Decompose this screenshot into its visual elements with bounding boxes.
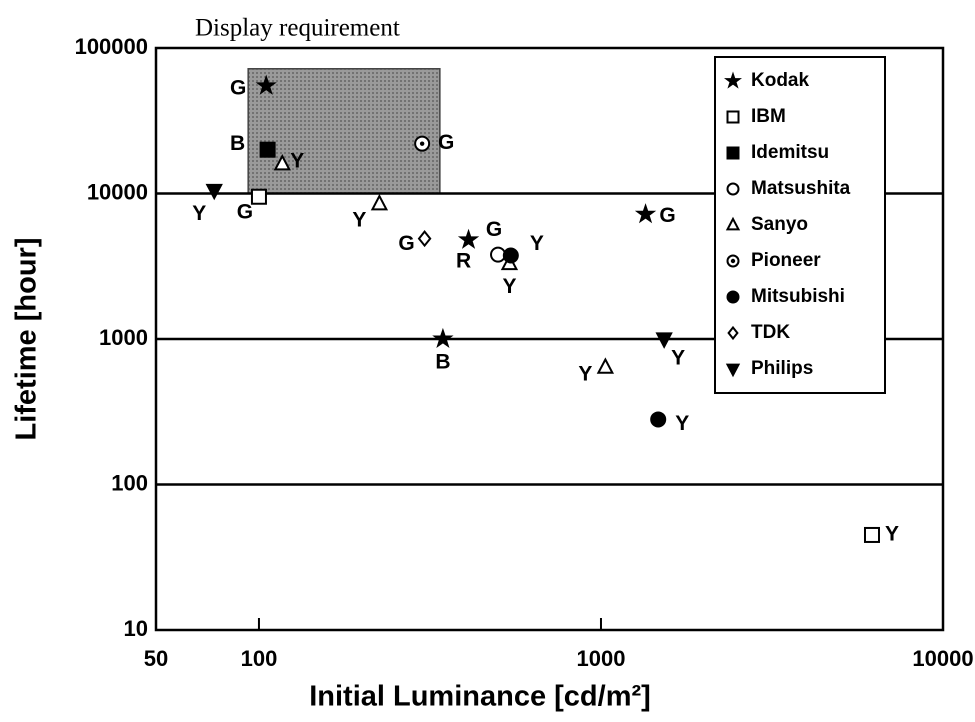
marker: [726, 146, 740, 160]
legend-label: Kodak: [751, 70, 810, 91]
marker: [596, 357, 615, 374]
point-label: G: [659, 204, 675, 227]
marker: [655, 332, 673, 349]
point-label: Y: [502, 275, 516, 298]
marker: [726, 182, 740, 196]
legend-label: Pioneer: [751, 250, 821, 271]
marker-shape: [596, 357, 615, 374]
marker: [650, 411, 667, 428]
marker: [634, 203, 657, 224]
marker-shape: [655, 332, 673, 349]
point-label: Y: [578, 363, 592, 386]
point-label: G: [398, 232, 414, 255]
x-tick-label: 50: [144, 646, 168, 671]
marker-shape: [634, 203, 657, 224]
legend-label: Matsushita: [751, 178, 851, 199]
legend-box: [714, 56, 886, 394]
marker: [414, 135, 431, 152]
point-label: Y: [290, 149, 304, 172]
legend-label: IBM: [751, 106, 786, 127]
marker: [727, 325, 739, 341]
point-label: B: [435, 351, 450, 374]
marker: [259, 141, 276, 158]
marker-shape: [725, 363, 741, 378]
requirement-region: [247, 68, 441, 195]
marker: [457, 228, 480, 249]
x-axis-label: Initial Luminance [cd/m²]: [309, 681, 651, 713]
marker-shape: [730, 258, 736, 264]
marker-shape: [419, 141, 425, 146]
marker: [863, 526, 880, 543]
point-label: Y: [675, 412, 689, 435]
marker: [726, 290, 740, 304]
y-tick-label: 10000: [87, 179, 148, 204]
marker: [417, 229, 432, 248]
marker: [502, 247, 519, 264]
marker: [250, 188, 267, 205]
marker-shape: [650, 411, 667, 428]
marker-shape: [726, 290, 740, 304]
marker: [273, 153, 291, 171]
marker-shape: [726, 146, 740, 160]
marker-shape: [457, 228, 480, 249]
x-tick-label: 100: [241, 646, 278, 671]
marker-shape: [370, 193, 389, 211]
marker: [726, 254, 740, 268]
legend-label: TDK: [751, 322, 790, 343]
point-label: Y: [671, 347, 685, 370]
marker-shape: [250, 188, 267, 205]
y-tick-label: 10: [124, 616, 148, 641]
y-tick-label: 1000: [99, 325, 148, 350]
marker: [432, 327, 454, 349]
legend-label: Idemitsu: [751, 142, 829, 163]
point-label: Y: [192, 202, 206, 225]
legend-label: Mitsubishi: [751, 286, 845, 307]
point-label: G: [230, 76, 246, 99]
marker-shape: [863, 526, 880, 543]
marker: [726, 110, 740, 124]
point-label: Y: [352, 208, 366, 231]
marker-shape: [727, 325, 739, 341]
point-label: G: [237, 200, 253, 223]
marker-shape: [724, 71, 742, 89]
legend-label: Philips: [751, 358, 813, 379]
marker-shape: [259, 141, 276, 158]
marker: [255, 74, 277, 95]
y-tick-label: 100: [111, 470, 148, 495]
region-label: Display requirement: [195, 15, 400, 42]
marker: [205, 183, 223, 201]
marker-shape: [725, 216, 741, 231]
y-axis-label: Lifetime [hour]: [11, 238, 43, 441]
point-label: Y: [885, 523, 899, 546]
point-label: B: [230, 132, 245, 155]
marker: [725, 216, 741, 231]
marker-shape: [726, 182, 740, 196]
legend-label: Sanyo: [751, 214, 808, 235]
marker: [725, 363, 741, 378]
y-tick-label: 100000: [75, 34, 148, 59]
point-label: G: [438, 131, 454, 154]
x-tick-label: 10000: [912, 646, 973, 671]
marker-shape: [417, 229, 432, 248]
marker: [370, 193, 389, 211]
marker-shape: [273, 153, 291, 171]
point-label: G: [486, 218, 502, 241]
point-label: R: [456, 249, 471, 272]
marker-shape: [255, 74, 277, 95]
point-label: Y: [530, 232, 544, 255]
marker-shape: [205, 183, 223, 201]
marker-shape: [502, 247, 519, 264]
marker: [724, 71, 742, 89]
marker-shape: [726, 110, 740, 124]
marker-shape: [432, 327, 454, 349]
x-tick-label: 1000: [577, 646, 626, 671]
